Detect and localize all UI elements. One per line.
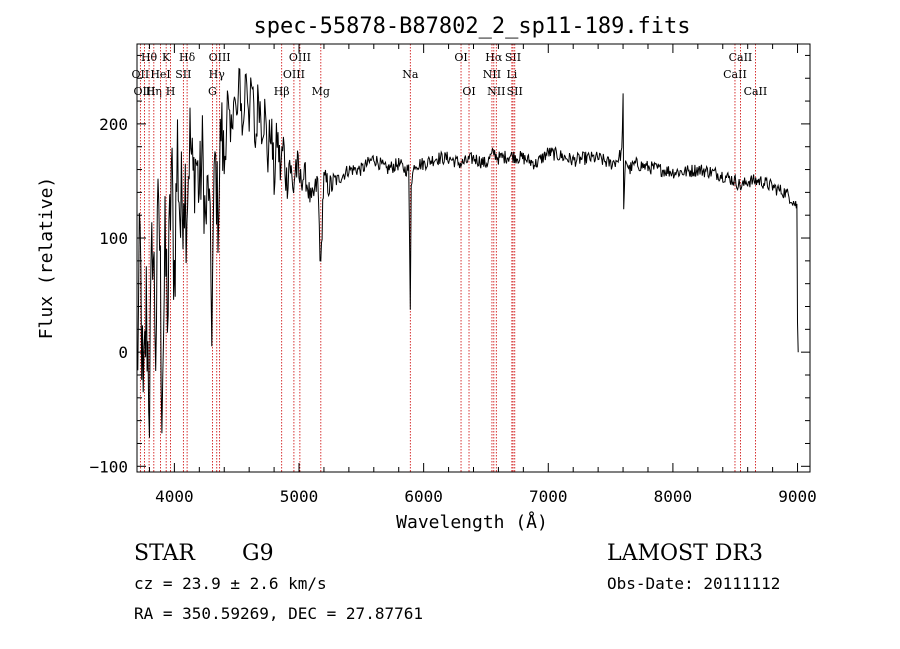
x-tick-label: 4000 bbox=[155, 487, 194, 506]
spectral-line-label: CaII bbox=[729, 51, 753, 64]
spectral-line-label: OIII bbox=[209, 51, 231, 64]
spectral-line-label: Hθ bbox=[141, 51, 158, 64]
spectral-line-label: G bbox=[208, 85, 217, 98]
y-axis-label: Flux (relative) bbox=[36, 177, 57, 340]
spectral-line-label: OII bbox=[132, 68, 150, 81]
y-tick-label: 200 bbox=[99, 115, 128, 134]
spectral-line-label: K bbox=[162, 51, 171, 64]
redshift-cz: cz = 23.9 ± 2.6 km/s bbox=[134, 574, 327, 593]
spectral-line-label: NII bbox=[487, 85, 505, 98]
spectral-line-label: Li bbox=[506, 68, 517, 81]
y-tick-label: −100 bbox=[89, 457, 128, 476]
x-tick-label: 6000 bbox=[404, 487, 443, 506]
spectral-line-label: Hα bbox=[485, 51, 503, 64]
spectral-line-label: Mg bbox=[312, 85, 330, 98]
x-tick-label: 8000 bbox=[654, 487, 693, 506]
axes-layer: 4000 5000 6000 7000 8000 9000 −100 0 100 200 bbox=[89, 44, 817, 506]
spectral-line-label: Hη bbox=[146, 85, 162, 98]
series-line-spectrum bbox=[136, 67, 799, 438]
x-tick-label: 5000 bbox=[280, 487, 319, 506]
y-tick-label: 100 bbox=[99, 229, 128, 248]
x-tick-label: 7000 bbox=[529, 487, 568, 506]
spectral-line-label: CaII bbox=[723, 68, 747, 81]
x-axis-label: Wavelength (Å) bbox=[396, 511, 548, 533]
x-tick-label: 9000 bbox=[778, 487, 817, 506]
spectral-line-label: OI bbox=[462, 85, 475, 98]
series-layer bbox=[136, 67, 799, 438]
spectral-line-label: Hβ bbox=[274, 85, 290, 98]
spectral-line-label: Na bbox=[402, 68, 419, 81]
y-tick-label: 0 bbox=[118, 343, 128, 362]
spectral-line-label: Hγ bbox=[209, 68, 226, 81]
spectral-line-label: HeI bbox=[150, 68, 170, 81]
spectral-line-label: Hδ bbox=[179, 51, 196, 64]
object-class: STAR bbox=[134, 541, 196, 566]
coordinates: RA = 350.59269, DEC = 27.87761 bbox=[134, 604, 423, 623]
spectral-line-label: SII bbox=[175, 68, 191, 81]
chart-title: spec-55878-B87802_2_sp11-189.fits bbox=[253, 14, 690, 39]
object-subclass: G9 bbox=[242, 541, 274, 566]
spectral-line-label: OI bbox=[454, 51, 467, 64]
spectral-line-label: CaII bbox=[744, 85, 768, 98]
spectral-line-label: SII bbox=[507, 85, 523, 98]
survey-name: LAMOST DR3 bbox=[607, 541, 763, 566]
spectral-line-label: OIII bbox=[289, 51, 311, 64]
spectral-line-label: OIII bbox=[133, 85, 155, 98]
obs-date: Obs-Date: 20111112 bbox=[607, 574, 780, 593]
spectral-line-label: SII bbox=[505, 51, 521, 64]
spectral-line-label: NII bbox=[483, 68, 501, 81]
spectral-line-label: OIII bbox=[283, 68, 305, 81]
spectral-line-label: H bbox=[166, 85, 176, 98]
